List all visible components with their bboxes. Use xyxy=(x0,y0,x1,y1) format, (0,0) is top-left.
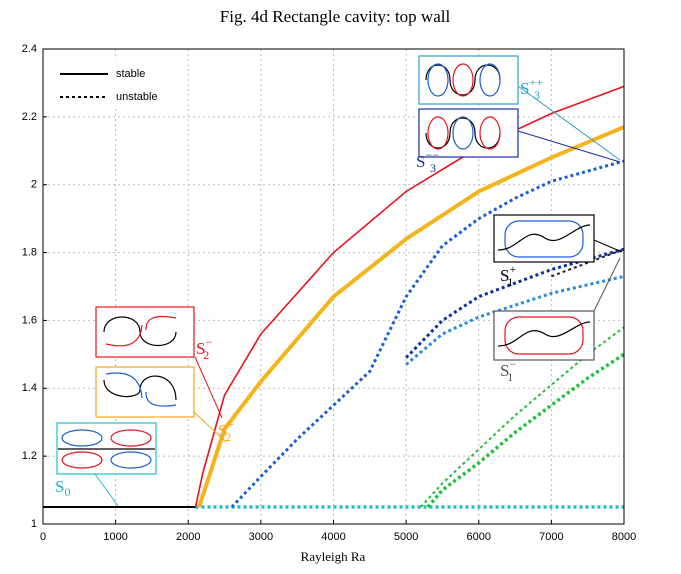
x-tick-label: 7000 xyxy=(539,531,563,543)
y-tick-label: 2.4 xyxy=(22,43,37,55)
pointer xyxy=(193,411,227,443)
series-line xyxy=(405,247,625,359)
y-tick-label: 1.8 xyxy=(22,246,37,258)
legend-label: unstable xyxy=(116,91,158,103)
inset-curve xyxy=(427,63,449,97)
pointer xyxy=(593,257,621,312)
x-tick-label: 1000 xyxy=(103,531,127,543)
inset-curve xyxy=(425,64,501,96)
annotation-part: 2 xyxy=(225,430,231,444)
y-tick-label: 1.2 xyxy=(22,450,37,462)
inset-curve xyxy=(110,451,152,469)
inset-curve xyxy=(452,116,474,150)
inset-curve xyxy=(103,375,177,401)
y-tick-label: 1.6 xyxy=(22,314,37,326)
series-lines xyxy=(43,85,625,509)
inset-curve xyxy=(110,429,152,447)
inset-curve xyxy=(479,63,501,97)
series-line xyxy=(197,125,625,508)
inset-curve xyxy=(61,451,103,469)
annotation-part: ++ xyxy=(529,75,543,89)
inset-curve xyxy=(105,372,177,407)
y-tick-label: 1 xyxy=(31,518,37,530)
pointer xyxy=(94,473,119,507)
annotation-part: S xyxy=(500,361,509,380)
inset-curve xyxy=(61,429,103,447)
annotation: S−− 3 xyxy=(416,148,439,175)
x-tick-label: 5000 xyxy=(394,531,418,543)
inset-box xyxy=(493,310,595,361)
inset-curve xyxy=(479,116,501,150)
annotation: S+ 2 xyxy=(218,417,234,444)
annotation-part: S xyxy=(196,339,205,358)
annotation-part: 2 xyxy=(203,348,209,362)
annotation-part: − xyxy=(205,335,212,349)
annotation: S− 1 xyxy=(500,357,516,384)
series-line xyxy=(405,274,625,366)
x-tick-label: 2000 xyxy=(176,531,200,543)
inset-box xyxy=(418,55,519,105)
legend: stable unstable xyxy=(51,59,183,109)
y-tick-label: 1.4 xyxy=(22,382,37,394)
x-tick-label: 4000 xyxy=(321,531,345,543)
inset-curve xyxy=(497,224,591,251)
annotation: S0 xyxy=(55,477,70,499)
annotation-part: + xyxy=(509,262,516,276)
x-tick-label: 3000 xyxy=(249,531,273,543)
chart-title: Fig. 4d Rectangle cavity: top wall xyxy=(220,7,451,26)
pointer xyxy=(517,85,621,161)
plot-frame xyxy=(42,48,625,525)
annotation-part: S xyxy=(416,152,425,171)
pointer xyxy=(517,130,621,163)
series-line xyxy=(426,352,625,509)
annotation-part: S xyxy=(520,79,529,98)
series-line xyxy=(230,159,625,509)
annotation: S+ 1 xyxy=(500,262,516,289)
annotation-part: 3 xyxy=(430,161,436,175)
inset-curve xyxy=(427,116,449,150)
inset-curve xyxy=(105,315,177,347)
series-line xyxy=(551,248,625,278)
y-tick-label: 2.2 xyxy=(22,111,37,123)
inset-curve xyxy=(497,321,591,347)
annotation-part: 0 xyxy=(64,485,70,499)
annotation-part: S xyxy=(55,477,64,496)
pointer xyxy=(194,356,223,419)
legend-box xyxy=(51,59,183,109)
annotation: S− 2 xyxy=(196,335,212,362)
insets xyxy=(56,55,623,507)
annotation: S++ 3 xyxy=(520,75,543,102)
inset-curve xyxy=(425,117,501,149)
x-tick-label: 0 xyxy=(40,531,46,543)
inset-box xyxy=(95,366,195,418)
inset-curve xyxy=(504,220,584,258)
annotation-part: 1 xyxy=(507,275,513,289)
annotation-part: 3 xyxy=(534,88,540,102)
pointer xyxy=(593,239,623,253)
series-line xyxy=(419,326,625,508)
series-line xyxy=(194,85,625,508)
x-axis-label: Rayleigh Ra xyxy=(301,549,366,564)
annotation-part: S xyxy=(218,421,227,440)
annotation-part: − xyxy=(509,357,516,371)
inset-box xyxy=(95,306,195,358)
annotation-part: S xyxy=(500,266,509,285)
inset-curve xyxy=(452,63,474,97)
inset-box xyxy=(493,214,595,263)
legend-label: stable xyxy=(116,68,145,80)
annotation-part: + xyxy=(227,417,234,431)
x-tick-label: 6000 xyxy=(467,531,491,543)
annotation-part: 1 xyxy=(507,370,513,384)
inset-curve xyxy=(103,316,177,346)
x-tick-label: 8000 xyxy=(612,531,636,543)
y-tick-label: 2 xyxy=(31,179,37,191)
annotation-part: −− xyxy=(425,148,439,162)
inset-curve xyxy=(504,316,584,355)
